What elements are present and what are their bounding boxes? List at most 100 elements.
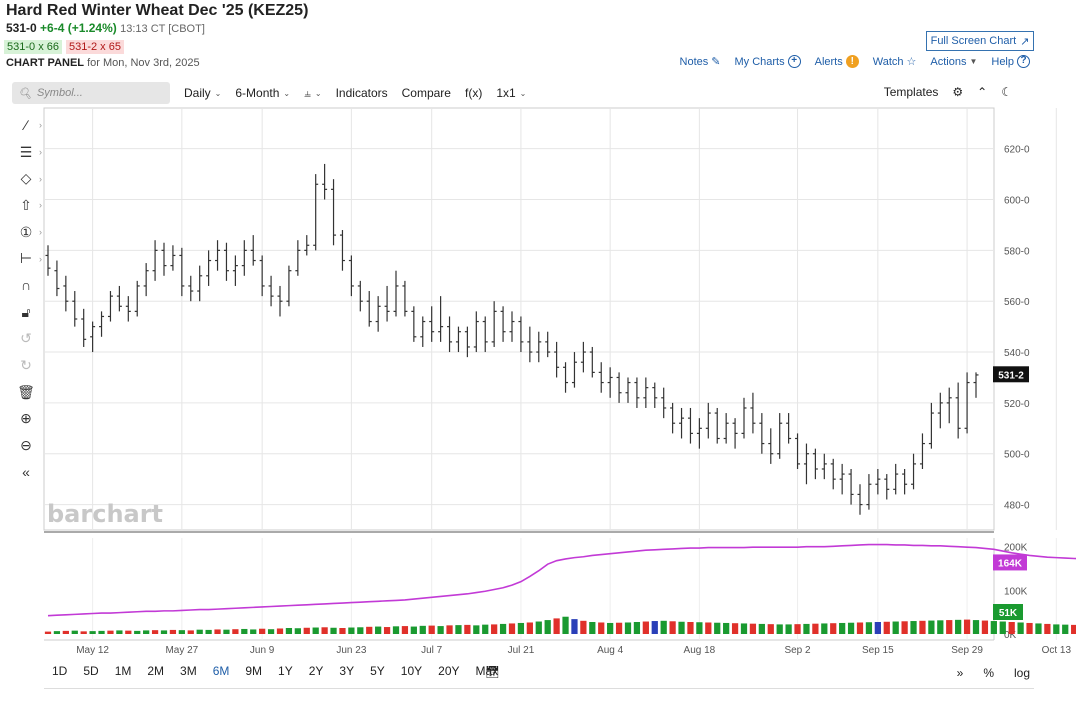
- actions-label: Actions: [930, 55, 967, 68]
- notes-link[interactable]: Notes ✎: [680, 55, 721, 69]
- ohlc-bar: [848, 468, 854, 505]
- volume-bar: [232, 629, 239, 634]
- range-max[interactable]: Max: [475, 664, 499, 678]
- chart-type-select[interactable]: ⫨ ⌄: [304, 86, 321, 101]
- arrow-tool-icon[interactable]: ⇧ ›: [20, 196, 42, 213]
- chart-toolbar: 🔍︎ Symbol... Daily ⌄ 6-Month ⌄ ⫨ ⌄ Indicato…: [8, 80, 1034, 106]
- indicators-button[interactable]: Indicators: [335, 86, 388, 100]
- range-2y[interactable]: 2Y: [308, 664, 324, 678]
- ohlc-bar: [964, 372, 970, 434]
- bottom-divider: [44, 688, 1034, 689]
- ohlc-bar: [741, 397, 747, 439]
- trendline-tool-icon[interactable]: ∕ ›: [24, 117, 42, 134]
- fx-button[interactable]: f(x): [464, 86, 483, 100]
- alerts-link[interactable]: Alerts!: [815, 55, 859, 68]
- volume-bar: [910, 621, 917, 634]
- ohlc-bar: [464, 326, 470, 358]
- redo-icon[interactable]: ↻: [20, 357, 32, 374]
- magnet-icon[interactable]: ∩: [20, 277, 32, 294]
- range-1m[interactable]: 1M: [114, 664, 132, 678]
- ohlc-bar: [893, 463, 899, 495]
- zoom-out-icon[interactable]: ⊖: [20, 437, 32, 454]
- unlock-icon[interactable]: 🔓︎: [21, 303, 31, 320]
- undo-icon[interactable]: ↺: [20, 330, 32, 347]
- ohlc-bar: [732, 418, 738, 449]
- volume-bar: [687, 622, 694, 634]
- range-2m[interactable]: 2M: [147, 664, 165, 678]
- collapse-up-icon[interactable]: ⌃: [977, 85, 988, 99]
- ohlc-bar: [429, 306, 435, 342]
- volume-bar: [464, 624, 471, 634]
- ohlc-bar: [866, 474, 872, 510]
- period-select[interactable]: 6-Month ⌄: [235, 86, 290, 100]
- x-tick-label: Oct 13: [1042, 645, 1072, 656]
- volume-bar: [187, 630, 194, 634]
- ohlc-bar: [946, 387, 952, 424]
- volume-bar: [241, 628, 248, 634]
- range-6m[interactable]: 6M: [212, 664, 230, 678]
- ohlc-bar: [170, 245, 176, 271]
- measure-tool-icon[interactable]: ⊢ ›: [19, 250, 42, 267]
- ohlc-bar: [652, 382, 658, 408]
- volume-bar: [143, 630, 150, 634]
- range-1d[interactable]: 1D: [52, 664, 68, 678]
- interval-select[interactable]: Daily ⌄: [184, 86, 221, 100]
- log-toggle[interactable]: log: [1013, 666, 1030, 680]
- range-1y[interactable]: 1Y: [278, 664, 293, 678]
- ohlc-bar: [777, 413, 783, 459]
- volume-bar: [696, 622, 703, 634]
- ohlc-bar: [571, 352, 577, 388]
- annotation-tool-icon[interactable]: ① ›: [19, 223, 42, 240]
- symbol-search[interactable]: 🔍︎ Symbol...: [12, 82, 170, 104]
- settings-gear-icon[interactable]: ⚙: [952, 85, 964, 99]
- range-3m[interactable]: 3M: [180, 664, 197, 678]
- ohlc-bar: [45, 245, 51, 276]
- x-tick-label: Jun 23: [336, 645, 366, 656]
- volume-bar: [1008, 622, 1015, 634]
- ohlc-bar: [634, 377, 640, 408]
- range-10y[interactable]: 10Y: [400, 664, 423, 678]
- full-screen-chart-button[interactable]: Full Screen Chart ↗: [926, 31, 1034, 51]
- ohlc-bar: [54, 260, 60, 297]
- compare-button[interactable]: Compare: [401, 86, 451, 100]
- dark-mode-icon[interactable]: ☾: [1001, 85, 1012, 99]
- actions-menu[interactable]: Actions ▼: [930, 56, 977, 68]
- layout-select[interactable]: 1x1 ⌄: [496, 86, 526, 100]
- range-5y[interactable]: 5Y: [370, 664, 385, 678]
- shapes-tool-icon[interactable]: ◇ ›: [20, 170, 42, 187]
- volume-bar: [794, 624, 801, 634]
- trash-icon[interactable]: 🗑︎: [17, 383, 35, 400]
- volume-bar: [812, 623, 819, 634]
- price-change: +6-4 (+1.24%): [40, 21, 117, 35]
- range-20y[interactable]: 20Y: [438, 664, 460, 678]
- page-title: Hard Red Winter Wheat Dec '25 (KEZ25): [6, 2, 309, 19]
- fibonacci-tool-icon[interactable]: ☰ ›: [19, 143, 42, 160]
- volume-bar: [80, 631, 87, 634]
- ohlc-bar: [295, 240, 301, 276]
- volume-bar: [312, 627, 319, 634]
- volume-bar: [1044, 623, 1051, 634]
- collapse-sidebar-icon[interactable]: «: [22, 464, 30, 481]
- chart-panel-label: CHART PANEL for Mon, Nov 3rd, 2025: [6, 57, 200, 69]
- templates-button[interactable]: Templates: [883, 85, 939, 99]
- range-9m[interactable]: 9M: [245, 664, 263, 678]
- range-5d[interactable]: 5D: [83, 664, 99, 678]
- volume-bar: [428, 625, 435, 634]
- zoom-in-icon[interactable]: ⊕: [20, 410, 32, 427]
- calendar-icon[interactable]: 📅︎: [484, 665, 500, 679]
- x-tick-label: Sep 15: [862, 645, 894, 656]
- help-link[interactable]: Help?: [991, 55, 1030, 68]
- ohlc-bar: [455, 326, 461, 353]
- open-interest-tag: [993, 554, 1027, 571]
- ohlc-bar: [384, 285, 390, 322]
- volume-bar: [785, 624, 792, 634]
- volume-bar: [107, 630, 114, 634]
- ohlc-bar: [857, 484, 863, 515]
- percent-toggle[interactable]: %: [983, 666, 994, 680]
- ohlc-bar: [875, 468, 881, 495]
- my-charts-link[interactable]: My Charts +: [734, 55, 801, 68]
- watch-link[interactable]: Watch ☆: [873, 55, 917, 69]
- range-3y[interactable]: 3Y: [339, 664, 355, 678]
- expand-down-icon[interactable]: »: [956, 666, 964, 680]
